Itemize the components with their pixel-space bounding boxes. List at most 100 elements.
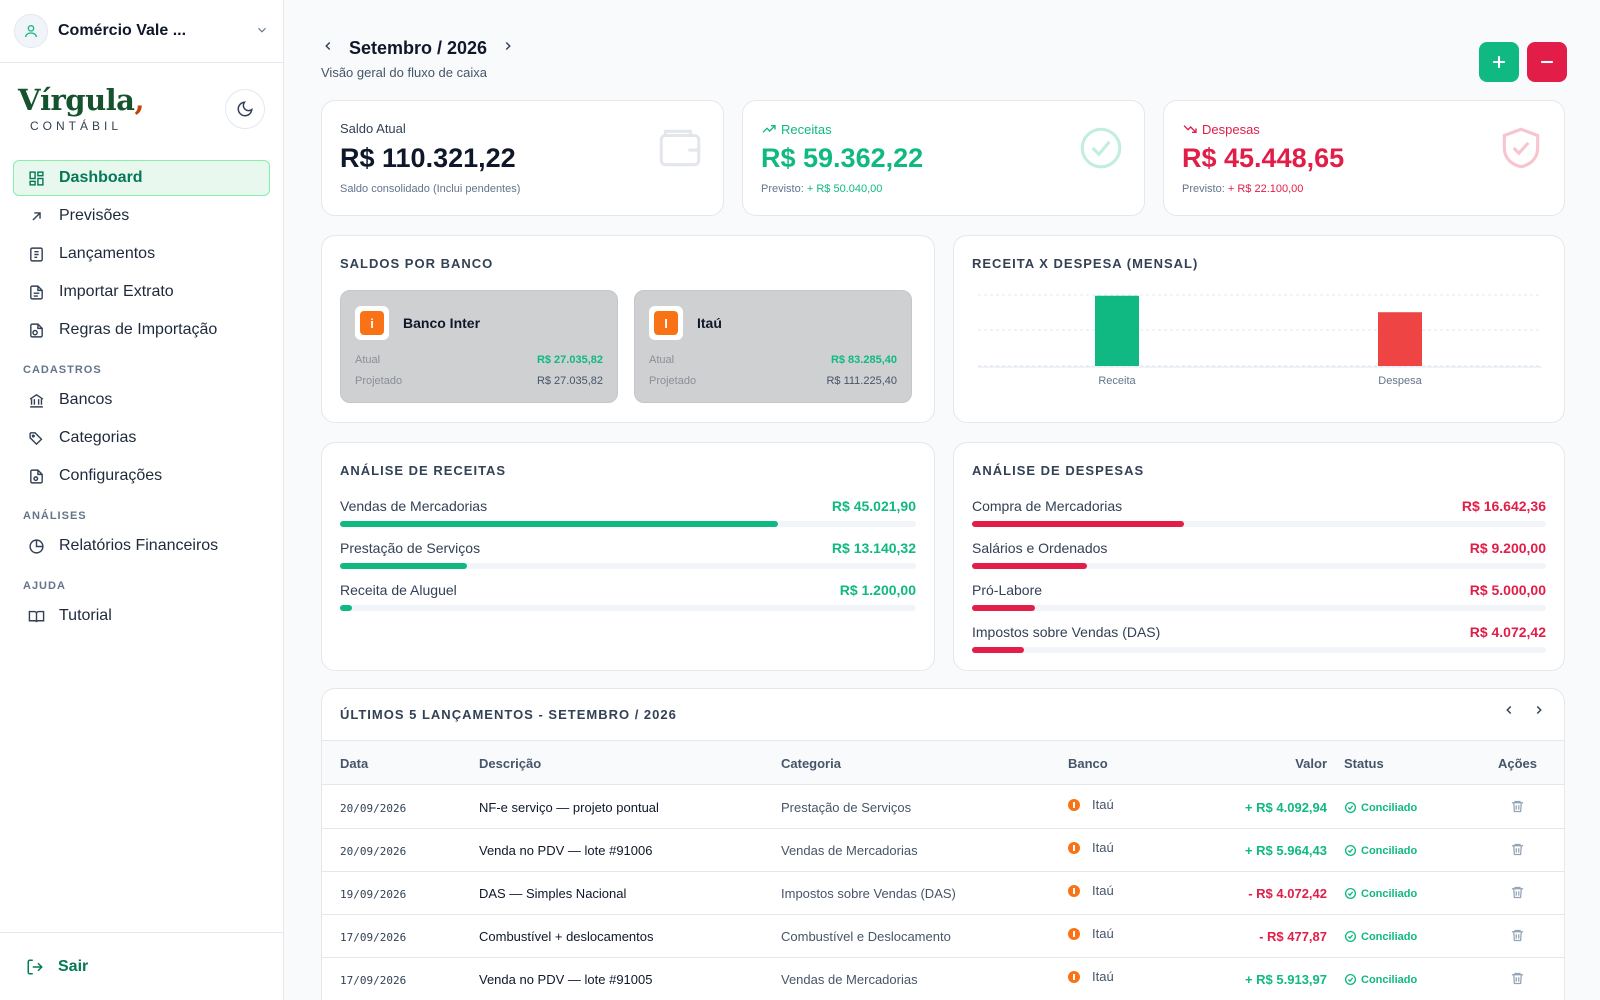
add-expense-button[interactable] — [1527, 42, 1567, 82]
row-status-label: Conciliado — [1361, 801, 1418, 814]
sidebar-item-importar-extrato[interactable]: Importar Extrato — [13, 274, 270, 310]
sidebar-item-categorias[interactable]: Categorias — [13, 420, 270, 456]
tags-icon — [29, 431, 43, 445]
analise-value: R$ 1.200,00 — [839, 582, 916, 598]
row-status: Conciliado — [1344, 801, 1417, 814]
sidebar-item-label: Bancos — [59, 391, 113, 408]
delete-button[interactable] — [1510, 842, 1525, 860]
analise-value: R$ 13.140,32 — [831, 540, 916, 556]
sidebar-item-previsoes[interactable]: Previsões — [13, 198, 270, 234]
row-description: Venda no PDV — lote #91006 — [479, 843, 653, 858]
bank-dot-icon — [1068, 841, 1080, 854]
sidebar-item-regras-importacao[interactable]: Regras de Importação — [13, 312, 270, 348]
row-bank: Itaú — [1068, 969, 1114, 984]
bank-dot-icon — [1068, 927, 1080, 940]
check-circle-icon — [1344, 930, 1357, 943]
progress-track — [340, 521, 916, 527]
row-status-label: Conciliado — [1361, 930, 1418, 943]
table-row[interactable]: 19/09/2026 DAS — Simples Nacional Impost… — [322, 872, 1564, 915]
progress-fill — [972, 647, 1024, 653]
trash-icon — [1511, 886, 1524, 899]
kpi-receitas-note: Previsto: + R$ 50.040,00 — [761, 183, 882, 195]
row-date: 19/09/2026 — [340, 888, 407, 901]
table-prev-button[interactable] — [1502, 703, 1516, 720]
bank-dot-icon — [1068, 884, 1080, 897]
delete-button[interactable] — [1510, 885, 1525, 903]
bank-card-itau[interactable]: I Itaú Atual R$ 83.285,40 Projetado R$ 111… — [634, 290, 912, 403]
table-next-button[interactable] — [1532, 703, 1546, 720]
trash-icon — [1511, 800, 1524, 813]
row-status: Conciliado — [1344, 973, 1417, 986]
table-row[interactable]: 17/09/2026 Venda no PDV — lote #91005 Ve… — [322, 958, 1564, 1000]
kpi-receitas-value: R$ 59.362,22 — [761, 143, 924, 173]
prev-month-button[interactable] — [321, 39, 335, 58]
bar-despesa[interactable] — [1378, 312, 1422, 366]
progress-fill — [340, 521, 778, 527]
row-value: + R$ 5.913,97 — [1244, 972, 1327, 987]
sidebar-item-lancamentos[interactable]: Lançamentos — [13, 236, 270, 272]
book-icon — [28, 610, 45, 622]
minus-icon — [1541, 60, 1553, 64]
kpi-saldo-value: R$ 110.321,22 — [340, 143, 516, 173]
sidebar-item-relatorios[interactable]: Relatórios Financeiros — [13, 528, 270, 564]
bar-receita[interactable] — [1095, 295, 1139, 366]
bank-name: Banco Inter — [403, 315, 481, 331]
progress-track — [972, 647, 1546, 653]
kpi-despesas-value: R$ 45.448,65 — [1182, 143, 1345, 173]
analise-despesa-row: Pró-Labore R$ 5.000,00 — [972, 582, 1546, 611]
chevron-down-icon — [255, 23, 269, 40]
sidebar-item-configuracoes[interactable]: Configurações — [13, 458, 270, 494]
progress-track — [972, 521, 1546, 527]
th-categoria: Categoria — [781, 756, 841, 771]
kpi-despesas-label: Despesas — [1202, 121, 1260, 137]
sidebar-item-label: Dashboard — [59, 169, 143, 186]
kpi-receitas-note-prefix: Previsto: — [761, 183, 807, 195]
bank-card-inter[interactable]: i Banco Inter Atual R$ 27.035,82 Projetad… — [340, 290, 618, 403]
bank-logo-itau: I — [649, 306, 683, 340]
add-income-button[interactable] — [1479, 42, 1519, 82]
trending-down-icon — [1183, 125, 1197, 133]
th-descricao: Descrição — [479, 756, 542, 771]
logo-word: Vírgula — [18, 83, 135, 117]
bank-projetado-label: Projetado — [355, 375, 403, 387]
analise-value: R$ 5.000,00 — [1469, 582, 1546, 598]
bank-letter: i — [360, 311, 384, 335]
check-circle-icon — [1080, 127, 1122, 169]
analise-value: R$ 9.200,00 — [1469, 540, 1546, 556]
table-row[interactable]: 17/09/2026 Combustível + deslocamentos C… — [322, 915, 1564, 958]
analise-label: Compra de Mercadorias — [972, 498, 1123, 514]
progress-track — [340, 605, 916, 611]
theme-toggle-button[interactable] — [225, 89, 265, 129]
row-description: Venda no PDV — lote #91005 — [479, 972, 653, 987]
progress-fill — [972, 521, 1185, 527]
sidebar-item-bancos[interactable]: Bancos — [13, 382, 270, 418]
row-category: Impostos sobre Vendas (DAS) — [781, 886, 956, 901]
settings-file-icon — [30, 468, 43, 484]
kpi-receitas-label: Receitas — [781, 121, 832, 137]
company-selector[interactable]: Comércio Vale ... — [0, 0, 283, 63]
logout-button[interactable]: Sair — [0, 932, 283, 1000]
delete-button[interactable] — [1510, 928, 1525, 946]
file-rules-icon — [30, 322, 43, 338]
delete-button[interactable] — [1510, 799, 1525, 817]
row-status: Conciliado — [1344, 887, 1417, 900]
next-month-button[interactable] — [501, 39, 515, 58]
shield-check-icon — [1502, 127, 1540, 169]
delete-button[interactable] — [1510, 971, 1525, 989]
analise-value: R$ 45.021,90 — [831, 498, 916, 514]
table-row[interactable]: 20/09/2026 NF-e serviço — projeto pontua… — [322, 786, 1564, 829]
bank-logo-inter: i — [355, 306, 389, 340]
table-row[interactable]: 20/09/2026 Venda no PDV — lote #91006 Ve… — [322, 829, 1564, 872]
check-circle-icon — [1344, 844, 1357, 857]
bank-projetado-row: Projetado R$ 111.225,40 — [649, 375, 897, 387]
row-status: Conciliado — [1344, 930, 1417, 943]
row-bank-name: Itaú — [1092, 969, 1114, 984]
th-data: Data — [340, 756, 369, 771]
arrow-up-right-icon — [32, 211, 41, 221]
sidebar-item-label: Lançamentos — [59, 245, 156, 262]
sidebar-item-dashboard[interactable]: Dashboard — [13, 160, 270, 196]
kpi-receitas-note-value: + R$ 50.040,00 — [806, 183, 883, 195]
sidebar-item-tutorial[interactable]: Tutorial — [13, 598, 270, 634]
brand: Vírgula, CONTÁBIL — [0, 63, 283, 156]
page-subtitle: Visão geral do fluxo de caixa — [321, 65, 487, 80]
